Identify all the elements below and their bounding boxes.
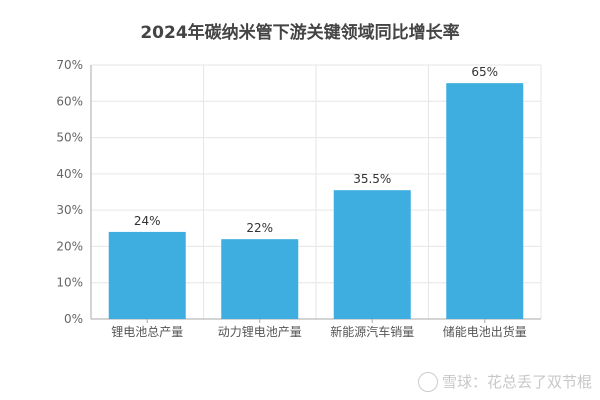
y-tick-label: 40% [56,167,83,181]
y-tick-label: 60% [56,94,83,108]
data-label: 22% [246,221,273,235]
data-label: 35.5% [353,172,391,186]
bar [446,83,524,320]
data-label: 24% [134,214,161,228]
x-tick-label: 锂电池总产量 [111,324,183,339]
watermark: 雪球：花总丢了双节棍 [417,371,592,392]
y-tick-label: 0% [64,312,83,326]
y-tick-label: 70% [56,58,83,72]
xueqiu-logo-icon [417,371,438,392]
x-tick-label: 动力锂电池产量 [218,324,302,339]
x-tick-label: 新能源汽车销量 [330,324,414,339]
bar [108,231,186,319]
x-tick-label: 储能电池出货量 [443,324,527,339]
y-tick-label: 30% [56,203,83,217]
watermark-text: 雪球：花总丢了双节棍 [441,373,592,391]
bar [333,190,411,319]
y-tick-label: 10% [56,276,83,290]
y-tick-label: 20% [56,239,83,253]
data-label: 65% [471,65,498,79]
y-tick-label: 50% [56,131,83,145]
bar [221,239,299,319]
chart-title: 2024年碳纳米管下游关键领域同比增长率 [140,23,460,43]
